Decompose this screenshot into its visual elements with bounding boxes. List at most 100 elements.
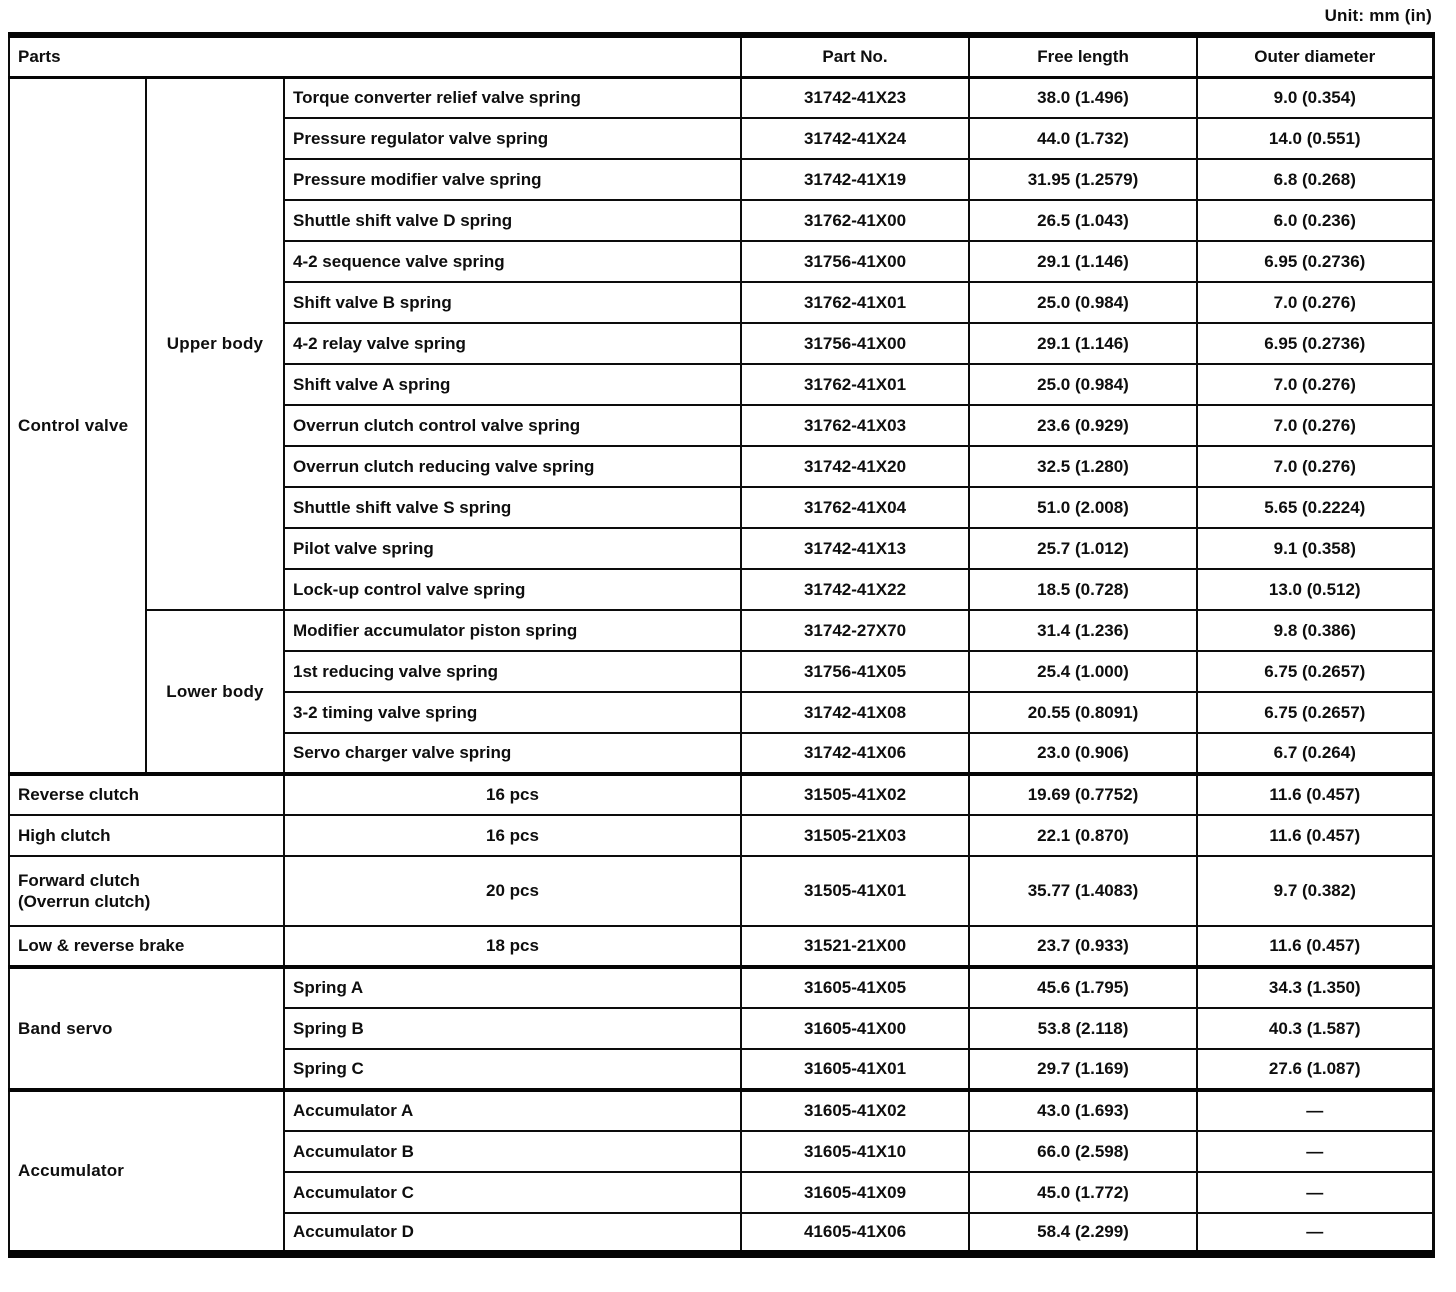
outer-diameter-cell: 6.0 (0.236) (1196, 199, 1435, 242)
table-row: Pressure modifier valve spring 31742-41X… (9, 158, 1435, 201)
subgroup-label-lower-body: Lower body (145, 609, 285, 775)
outer-diameter-cell: 6.7 (0.264) (1196, 732, 1435, 775)
table-row: Low & reverse brake 18 pcs 31521-21X00 2… (8, 925, 1435, 968)
part-name-cell: 1st reducing valve spring (282, 650, 743, 693)
outer-diameter-cell: 14.0 (0.551) (1196, 117, 1435, 160)
unit-label: Unit: mm (in) (1324, 6, 1432, 25)
table-row: Shift valve B spring 31762-41X01 25.0 (0… (9, 281, 1435, 324)
free-length-cell: 23.0 (0.906) (968, 732, 1199, 775)
free-length-cell: 25.4 (1.000) (968, 650, 1199, 693)
free-length-cell: 19.69 (0.7752) (968, 772, 1199, 816)
table-row: High clutch 16 pcs 31505-21X03 22.1 (0.8… (8, 814, 1435, 857)
part-no-cell: 31742-41X19 (740, 158, 971, 201)
part-name-cell: Pressure regulator valve spring (282, 117, 743, 160)
free-length-cell: 45.0 (1.772) (968, 1171, 1199, 1214)
table-header-row: Parts Part No. Free length Outer diamete… (7, 34, 1435, 79)
table-row: Band servo Spring A 31605-41X05 45.6 (1.… (8, 965, 1435, 1091)
free-length-cell: 43.0 (1.693) (968, 1088, 1199, 1132)
free-length-cell: 23.6 (0.929) (968, 404, 1199, 447)
part-no-cell: 31742-41X24 (740, 117, 971, 160)
part-name-cell: Overrun clutch reducing valve spring (282, 445, 743, 488)
table-row: Accumulator D 41605-41X06 58.4 (2.299) — (9, 1212, 1435, 1255)
part-name-cell: Accumulator D (282, 1212, 743, 1255)
outer-diameter-cell: — (1196, 1088, 1435, 1132)
parts-spec-table: Parts Part No. Free length Outer diamete… (7, 32, 1435, 1258)
part-label-reverse-clutch: Reverse clutch (8, 772, 285, 816)
part-no-cell: 31605-41X10 (740, 1130, 971, 1173)
free-length-cell: 29.1 (1.146) (968, 240, 1199, 283)
part-no-cell: 31505-41X01 (740, 855, 971, 927)
part-name-cell: Accumulator A (282, 1088, 743, 1132)
free-length-cell: 26.5 (1.043) (968, 199, 1199, 242)
part-no-cell: 41605-41X06 (740, 1212, 971, 1255)
part-name-cell: Spring B (282, 1007, 743, 1050)
outer-diameter-header-cell: Outer diameter (1196, 34, 1435, 79)
free-length-cell: 31.4 (1.236) (968, 609, 1199, 652)
outer-diameter-cell: 34.3 (1.350) (1196, 965, 1435, 1009)
table-row: Lower body Modifier accumulator piston s… (9, 609, 1435, 775)
table-row: Spring B 31605-41X00 53.8 (2.118) 40.3 (… (9, 1007, 1435, 1050)
table-row: Pressure regulator valve spring 31742-41… (9, 117, 1435, 160)
outer-diameter-cell: 9.8 (0.386) (1196, 609, 1435, 652)
part-name-cell: Shift valve B spring (282, 281, 743, 324)
free-length-cell: 58.4 (2.299) (968, 1212, 1199, 1255)
qty-cell: 16 pcs (282, 814, 743, 857)
table-row: Forward clutch (Overrun clutch) 20 pcs 3… (8, 855, 1435, 927)
part-no-cell: 31756-41X05 (740, 650, 971, 693)
part-no-cell: 31742-41X23 (740, 76, 971, 119)
group-label-control-valve: Control valve (8, 76, 147, 775)
qty-cell: 16 pcs (282, 772, 743, 816)
free-length-cell: 25.7 (1.012) (968, 527, 1199, 570)
free-length-cell: 32.5 (1.280) (968, 445, 1199, 488)
free-length-cell: 29.7 (1.169) (968, 1048, 1199, 1091)
part-name-cell: 3-2 timing valve spring (282, 691, 743, 734)
outer-diameter-cell: 9.1 (0.358) (1196, 527, 1435, 570)
parts-header-cell: Parts (7, 34, 743, 79)
outer-diameter-cell: 9.0 (0.354) (1196, 76, 1435, 119)
free-length-cell: 51.0 (2.008) (968, 486, 1199, 529)
table-row: Shuttle shift valve D spring 31762-41X00… (9, 199, 1435, 242)
table-row: Spring C 31605-41X01 29.7 (1.169) 27.6 (… (9, 1048, 1435, 1091)
part-no-cell: 31756-41X00 (740, 322, 971, 365)
part-name-cell: Lock-up control valve spring (282, 568, 743, 611)
part-no-cell: 31762-41X01 (740, 281, 971, 324)
part-no-cell: 31605-41X02 (740, 1088, 971, 1132)
outer-diameter-cell: 7.0 (0.276) (1196, 281, 1435, 324)
outer-diameter-cell: 9.7 (0.382) (1196, 855, 1435, 927)
outer-diameter-cell: 11.6 (0.457) (1196, 772, 1435, 816)
free-length-cell: 29.1 (1.146) (968, 322, 1199, 365)
outer-diameter-cell: 6.75 (0.2657) (1196, 650, 1435, 693)
part-no-cell: 31742-27X70 (740, 609, 971, 652)
group-label-band-servo: Band servo (8, 965, 285, 1091)
free-length-cell: 20.55 (0.8091) (968, 691, 1199, 734)
document-page: Unit: mm (in) Parts Part No. Free length… (7, 6, 1435, 1258)
part-no-cell: 31756-41X00 (740, 240, 971, 283)
part-name-cell: Servo charger valve spring (282, 732, 743, 775)
table-row: Accumulator C 31605-41X09 45.0 (1.772) — (9, 1171, 1435, 1214)
table-row: Overrun clutch reducing valve spring 317… (9, 445, 1435, 488)
part-name-cell: Overrun clutch control valve spring (282, 404, 743, 447)
outer-diameter-cell: 5.65 (0.2224) (1196, 486, 1435, 529)
table-row: Lock-up control valve spring 31742-41X22… (9, 568, 1435, 611)
part-name-cell: Spring C (282, 1048, 743, 1091)
part-no-cell: 31521-21X00 (740, 925, 971, 968)
free-length-cell: 25.0 (0.984) (968, 281, 1199, 324)
part-no-cell: 31762-41X01 (740, 363, 971, 406)
outer-diameter-cell: — (1196, 1171, 1435, 1214)
free-length-cell: 31.95 (1.2579) (968, 158, 1199, 201)
table-row: Servo charger valve spring 31742-41X06 2… (9, 732, 1435, 775)
free-length-cell: 22.1 (0.870) (968, 814, 1199, 857)
part-label-low-reverse-brake: Low & reverse brake (8, 925, 285, 968)
qty-cell: 20 pcs (282, 855, 743, 927)
part-no-cell: 31742-41X22 (740, 568, 971, 611)
part-no-cell: 31762-41X00 (740, 199, 971, 242)
part-name-cell: 4-2 relay valve spring (282, 322, 743, 365)
outer-diameter-cell: 7.0 (0.276) (1196, 445, 1435, 488)
part-no-cell: 31762-41X04 (740, 486, 971, 529)
table-row: 1st reducing valve spring 31756-41X05 25… (9, 650, 1435, 693)
free-length-cell: 45.6 (1.795) (968, 965, 1199, 1009)
outer-diameter-cell: 6.95 (0.2736) (1196, 322, 1435, 365)
part-name-cell: Pressure modifier valve spring (282, 158, 743, 201)
table-row: Control valve Upper body Torque converte… (8, 76, 1435, 775)
table-row: Reverse clutch 16 pcs 31505-41X02 19.69 … (8, 772, 1435, 816)
